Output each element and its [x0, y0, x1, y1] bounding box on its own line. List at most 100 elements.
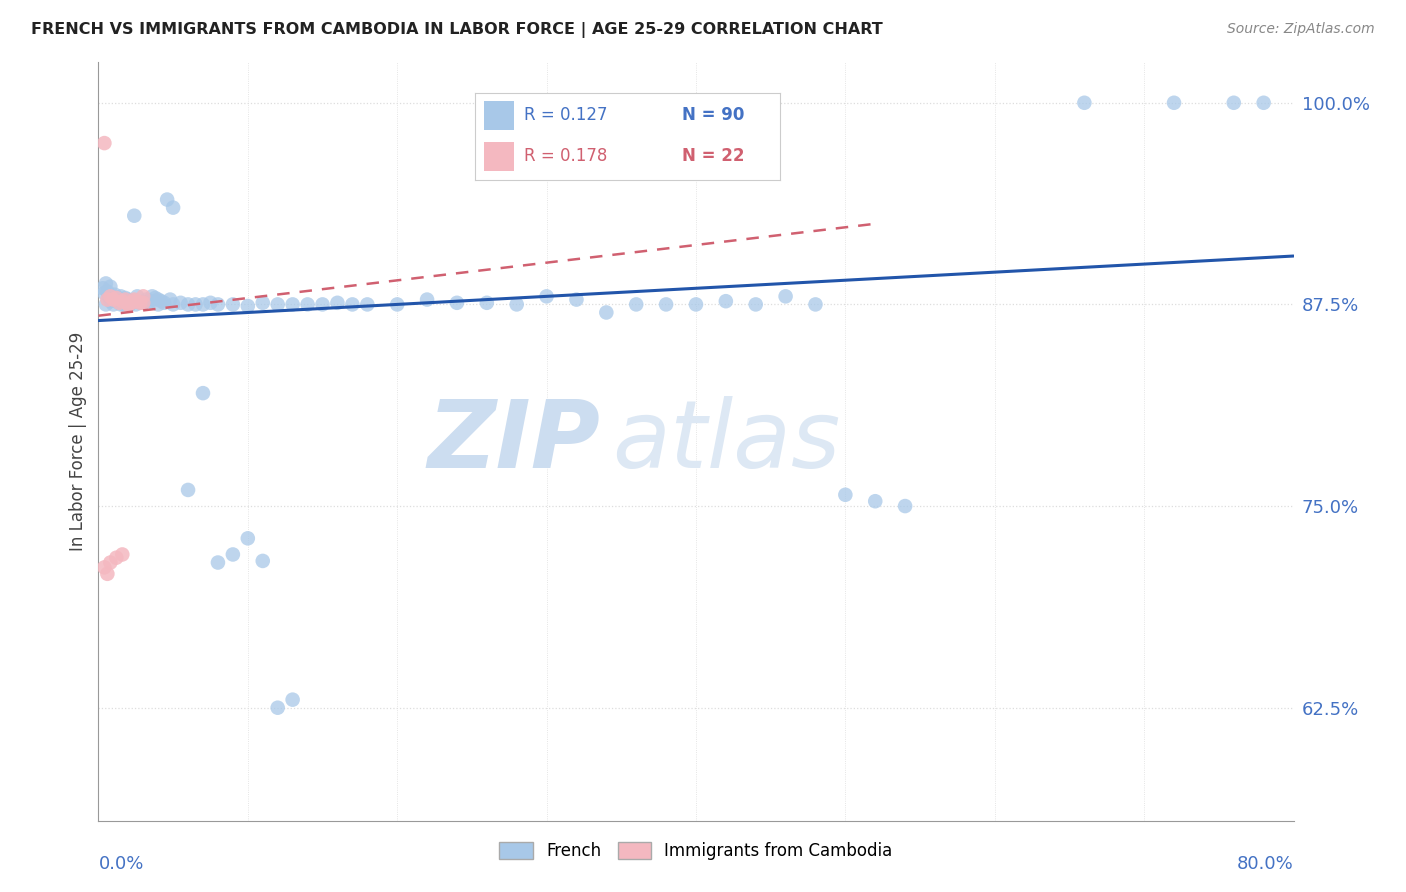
Point: [96, 293, 118, 307]
Text: Source: ZipAtlas.com: Source: ZipAtlas.com: [1227, 22, 1375, 37]
Point: [222, 297, 245, 311]
Point: [96, 566, 118, 581]
Point: [191, 386, 214, 401]
Point: [207, 297, 229, 311]
Point: [103, 297, 125, 311]
Point: [162, 297, 184, 311]
Point: [107, 291, 129, 305]
Point: [108, 295, 131, 310]
Text: 80.0%: 80.0%: [1237, 855, 1294, 872]
Point: [96, 285, 118, 299]
Point: [127, 289, 149, 303]
Point: [98, 294, 122, 309]
Point: [207, 556, 229, 570]
Point: [281, 692, 304, 706]
Point: [110, 289, 132, 303]
Point: [865, 494, 887, 508]
Point: [120, 294, 142, 309]
Point: [236, 299, 259, 313]
Point: [114, 293, 136, 307]
Point: [342, 297, 364, 311]
Point: [94, 297, 117, 311]
Point: [115, 295, 138, 310]
Point: [281, 297, 304, 311]
Point: [595, 305, 617, 319]
Point: [252, 554, 274, 568]
Text: FRENCH VS IMMIGRANTS FROM CAMBODIA IN LABOR FORCE | AGE 25-29 CORRELATION CHART: FRENCH VS IMMIGRANTS FROM CAMBODIA IN LA…: [31, 22, 883, 38]
Point: [326, 295, 349, 310]
Point: [475, 295, 498, 310]
Point: [356, 297, 378, 311]
Point: [1253, 95, 1275, 110]
Point: [311, 297, 333, 311]
Point: [141, 289, 163, 303]
Point: [108, 295, 131, 310]
Point: [156, 193, 179, 207]
Point: [111, 294, 134, 309]
Point: [112, 297, 135, 311]
Point: [714, 294, 737, 309]
Point: [111, 548, 134, 562]
Point: [565, 293, 588, 307]
Point: [191, 297, 214, 311]
Point: [91, 281, 114, 295]
Point: [834, 488, 856, 502]
Point: [1223, 95, 1246, 110]
Point: [169, 295, 191, 310]
Point: [132, 289, 155, 303]
Point: [536, 289, 558, 303]
Point: [177, 297, 200, 311]
Point: [132, 295, 155, 310]
Point: [103, 293, 125, 307]
Point: [117, 293, 139, 307]
Point: [104, 287, 127, 301]
Text: atlas: atlas: [613, 396, 841, 487]
Point: [159, 293, 181, 307]
Point: [297, 297, 319, 311]
Point: [124, 294, 146, 309]
Point: [184, 297, 207, 311]
Point: [1163, 95, 1185, 110]
Point: [267, 700, 290, 714]
Point: [101, 291, 124, 305]
Point: [135, 293, 157, 307]
Point: [153, 295, 176, 310]
Point: [93, 286, 115, 301]
Point: [117, 295, 139, 310]
Point: [117, 297, 139, 311]
Point: [120, 295, 142, 310]
Point: [162, 201, 184, 215]
Point: [138, 294, 160, 309]
Text: 0.0%: 0.0%: [98, 855, 143, 872]
Point: [745, 297, 768, 311]
Point: [148, 297, 170, 311]
Point: [267, 297, 290, 311]
Point: [1073, 95, 1095, 110]
Point: [804, 297, 827, 311]
Point: [105, 294, 128, 309]
Point: [506, 297, 529, 311]
Point: [139, 294, 162, 309]
Point: [626, 297, 648, 311]
Point: [103, 293, 125, 307]
Point: [125, 297, 148, 311]
Point: [148, 293, 170, 307]
Point: [111, 294, 134, 309]
Point: [118, 297, 141, 311]
Point: [385, 297, 409, 311]
Point: [222, 548, 245, 562]
Text: ZIP: ZIP: [427, 395, 600, 488]
Point: [97, 289, 120, 303]
Point: [105, 291, 128, 305]
Point: [98, 556, 122, 570]
Point: [124, 293, 146, 307]
Point: [446, 295, 468, 310]
Point: [655, 297, 678, 311]
Point: [143, 291, 166, 305]
Legend: French, Immigrants from Cambodia: French, Immigrants from Cambodia: [492, 836, 900, 867]
Point: [129, 295, 152, 310]
Point: [236, 532, 259, 546]
Point: [93, 560, 115, 574]
Point: [132, 295, 155, 310]
Point: [252, 295, 274, 310]
